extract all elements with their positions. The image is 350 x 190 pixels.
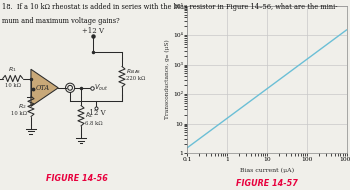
Text: +12 V: +12 V <box>82 27 104 35</box>
Polygon shape <box>31 69 58 106</box>
Text: $R_{BIAS}$: $R_{BIAS}$ <box>126 67 141 76</box>
Text: $R_L$: $R_L$ <box>85 111 93 120</box>
Text: -12 V: -12 V <box>87 109 105 117</box>
Text: 220 kΩ: 220 kΩ <box>126 76 145 81</box>
Text: 10 kΩ: 10 kΩ <box>11 111 27 116</box>
Text: OTA: OTA <box>36 84 50 92</box>
Text: $V_{out}$: $V_{out}$ <box>94 83 108 93</box>
Text: 6.8 kΩ: 6.8 kΩ <box>85 121 103 126</box>
Text: FIGURE 14-57: FIGURE 14-57 <box>236 179 298 188</box>
Text: $R_2$: $R_2$ <box>18 102 27 111</box>
Text: 10 kΩ: 10 kΩ <box>5 83 21 88</box>
Text: $R_1$: $R_1$ <box>8 66 17 74</box>
Text: FIGURE 14-56: FIGURE 14-56 <box>46 174 107 184</box>
Text: 18.  If a 10 kΩ rheostat is added in series with the bias resistor in Figure 14–: 18. If a 10 kΩ rheostat is added in seri… <box>2 3 337 11</box>
Y-axis label: Transconductance, gₘ (μS): Transconductance, gₘ (μS) <box>165 40 170 119</box>
Text: mum and maximum voltage gains?: mum and maximum voltage gains? <box>2 17 119 25</box>
X-axis label: Bias current (μA): Bias current (μA) <box>240 168 294 173</box>
